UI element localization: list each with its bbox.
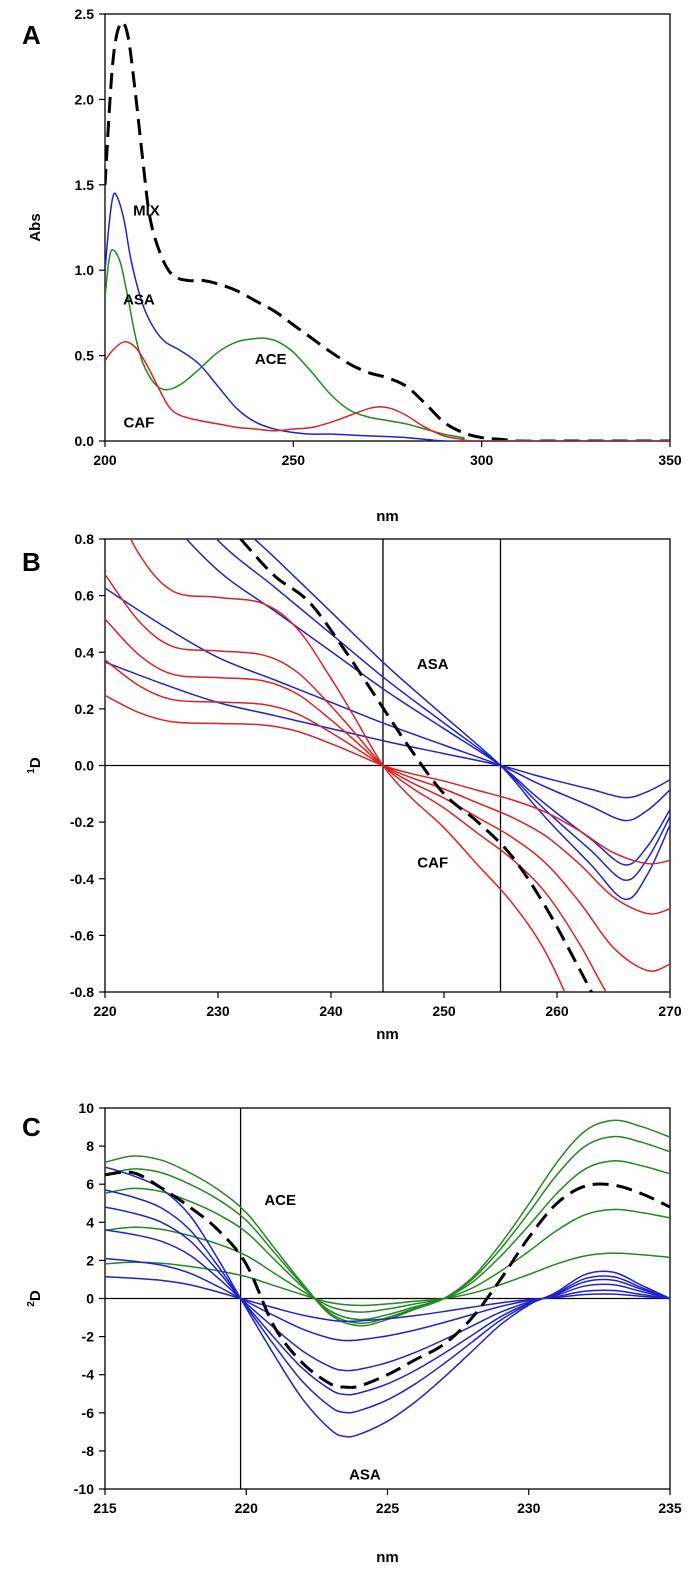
- panel-b-series-red-9: [129, 539, 566, 992]
- panel-b-ylabel: 1D: [26, 757, 44, 774]
- panel-c-series-green-0: [105, 1252, 670, 1307]
- panel-c-ylabel-sup: 2: [26, 1301, 37, 1307]
- panel-c-series-blue-8: [105, 1206, 670, 1396]
- panel-a-annotation-ace: ACE: [255, 351, 287, 368]
- panel-b-series-blue-0: [105, 661, 670, 799]
- panel-b: 220 230 240 250 260 270 -0.8 -0.6 -0.4 -0.2 0.0 0.2…: [22, 531, 682, 1043]
- panel-b-ytick-label-0: -0.8: [70, 984, 94, 1000]
- panel-b-series-mixture-10: [239, 539, 594, 992]
- panel-c-series-blue-9: [105, 1189, 670, 1414]
- panel-c-ylabel-main: D: [27, 1290, 44, 1301]
- panel-c-xlabel: nm: [376, 1549, 399, 1566]
- panel-b-series-blue-2: [185, 539, 670, 866]
- panel-b-xtick-label-1: 230: [206, 1003, 230, 1019]
- panel-c: 215 220 225 230 235-10-8-6-4-20246810nm2DCAC…: [22, 1100, 682, 1566]
- panel-c-ylabel: 2D: [26, 1290, 44, 1307]
- panel-b-series-blue-4: [253, 539, 670, 901]
- panel-b-ytick-label-5: 0.2: [75, 701, 95, 717]
- panel-a-ytick-label-1: 0.5: [75, 348, 95, 364]
- panel-a-annotation-asa: ASA: [123, 291, 155, 308]
- panel-c-series-group: [105, 1119, 670, 1438]
- panel-b-ytick-label-3: -0.2: [70, 814, 94, 830]
- panel-a-series-group: [105, 20, 670, 441]
- panel-b-series-blue-3: [215, 539, 670, 881]
- panel-c-xtick-label-2: 225: [376, 1500, 400, 1516]
- panel-b-series-group: [105, 539, 670, 992]
- panel-c-series-green-2: [105, 1160, 670, 1321]
- panel-c-series-green-1: [105, 1208, 670, 1313]
- panel-c-letter: C: [22, 1112, 41, 1142]
- panel-c-ytick-label-10: 10: [78, 1100, 94, 1116]
- panel-b-xtick-label-3: 250: [432, 1003, 456, 1019]
- panel-a-series-asa: [105, 192, 670, 441]
- panel-c-ytick-label-7: 4: [86, 1214, 94, 1230]
- panel-b-ytick-label-4: 0.0: [75, 758, 95, 774]
- panel-b-series-red-8: [105, 573, 607, 992]
- panel-b-ytick-label-2: -0.4: [70, 871, 94, 887]
- panel-a-xtick-label-2: 300: [470, 452, 494, 468]
- panel-c-annotation-ace: ACE: [264, 1192, 296, 1209]
- panel-c-xtick-label-3: 230: [517, 1500, 541, 1516]
- panel-b-ytick-label-8: 0.8: [75, 531, 95, 547]
- panel-a-ytick-label-0: 0.0: [75, 433, 95, 449]
- panel-c-series-mixture-11: [105, 1170, 670, 1389]
- panel-c-series-blue-5: [105, 1276, 670, 1323]
- panel-b-xtick-label-2: 240: [319, 1003, 343, 1019]
- panel-b-series-red-6: [105, 659, 670, 915]
- panel-a-ylabel: Abs: [27, 213, 44, 241]
- panel-c-ytick-label-4: -2: [82, 1329, 95, 1345]
- panel-b-series-red-5: [105, 694, 670, 865]
- panel-c-series-blue-6: [105, 1257, 670, 1342]
- panel-c-series-blue-7: [105, 1229, 670, 1372]
- panel-b-ytick-label-7: 0.6: [75, 588, 95, 604]
- panel-b-series-red-7: [105, 618, 670, 972]
- panel-b-xtick-label-5: 270: [658, 1003, 682, 1019]
- panel-a-xlabel: nm: [376, 508, 399, 525]
- panel-a-frame: [104, 13, 671, 442]
- panel-a-ytick-label-3: 1.5: [75, 177, 95, 193]
- panel-b-ytick-label-6: 0.4: [75, 644, 95, 660]
- panel-b-xtick-label-0: 220: [93, 1003, 117, 1019]
- panel-b-annotation-caf: CAF: [417, 854, 448, 871]
- panel-a-ytick-label-2: 1.0: [75, 262, 95, 278]
- panel-a: 200 250 300 350 0.0 0.5 1.0 1.5 2.0 2.5 nm Abs A MIX A…: [22, 6, 682, 525]
- panel-b-annotation-asa: ASA: [417, 656, 449, 673]
- panel-c-ytick-label-0: -10: [74, 1481, 94, 1497]
- panel-c-xtick-label-4: 235: [658, 1500, 682, 1516]
- panel-c-ytick-label-6: 2: [86, 1252, 94, 1268]
- panel-c-ytick-label-3: -4: [82, 1367, 95, 1383]
- panel-c-series-green-3: [105, 1135, 670, 1325]
- panel-c-annotation-asa: ASA: [349, 1466, 381, 1483]
- panel-c-ytick-label-1: -8: [82, 1443, 95, 1459]
- panel-a-annotation-mix: MIX: [133, 203, 160, 220]
- panel-a-xtick-label-0: 200: [93, 452, 117, 468]
- panel-b-xtick-label-4: 260: [545, 1003, 569, 1019]
- panel-c-series-blue-10: [105, 1166, 670, 1438]
- panel-c-ytick-label-5: 0: [86, 1291, 94, 1307]
- panel-a-letter: A: [22, 20, 41, 50]
- panel-a-xtick-label-1: 250: [282, 452, 306, 468]
- panel-b-ylabel-main: D: [27, 757, 44, 768]
- panel-c-xtick-label-0: 215: [93, 1500, 117, 1516]
- panel-c-ytick-label-8: 6: [86, 1176, 94, 1192]
- panel-a-series-ace: [105, 248, 670, 441]
- panel-a-ytick-label-5: 2.5: [75, 6, 95, 22]
- panel-b-xlabel: nm: [376, 1026, 399, 1043]
- panel-a-ytick-label-4: 2.0: [75, 91, 95, 107]
- panel-b-series-blue-1: [105, 587, 670, 822]
- panel-a-annotation-caf: CAF: [123, 414, 154, 431]
- panel-a-series-mix: [105, 20, 670, 441]
- panel-c-ytick-label-2: -6: [82, 1405, 95, 1421]
- panel-c-ytick-label-9: 8: [86, 1138, 94, 1154]
- panel-b-ytick-label-1: -0.6: [70, 927, 94, 943]
- panel-b-letter: B: [22, 547, 41, 577]
- panel-c-xtick-label-1: 220: [235, 1500, 259, 1516]
- panel-a-series-caf: [105, 341, 670, 441]
- panel-b-ylabel-sup: 1: [26, 768, 37, 774]
- panel-a-xtick-label-3: 350: [658, 452, 682, 468]
